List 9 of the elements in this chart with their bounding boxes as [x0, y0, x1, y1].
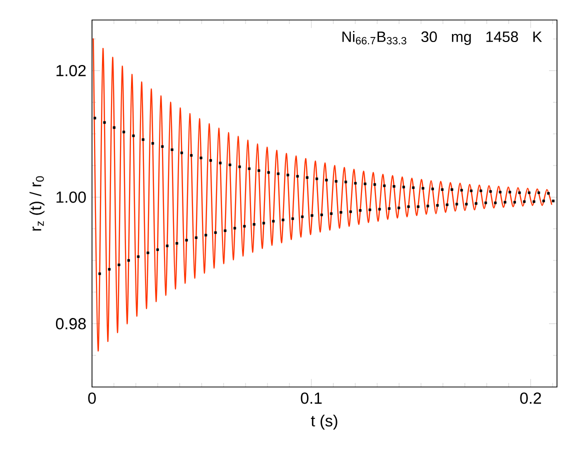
y-axis-title: r$_{z}$ (t) / r$_{0}$: [30, 176, 44, 231]
x-tick-label: 0.2: [520, 392, 541, 404]
text: Ni$_{66.7}$B$_{33.3}$ 30 mg 1458 K: [342, 31, 542, 46]
x-axis-title: t (s): [310, 414, 338, 430]
y-tick-label: 0.98: [56, 318, 86, 330]
x-tick-label: 0: [88, 392, 96, 404]
x-tick-label: 0.1: [300, 392, 322, 404]
y-tick-label: 1.00: [56, 192, 86, 203]
y-tick-label: 1.02: [56, 64, 86, 76]
